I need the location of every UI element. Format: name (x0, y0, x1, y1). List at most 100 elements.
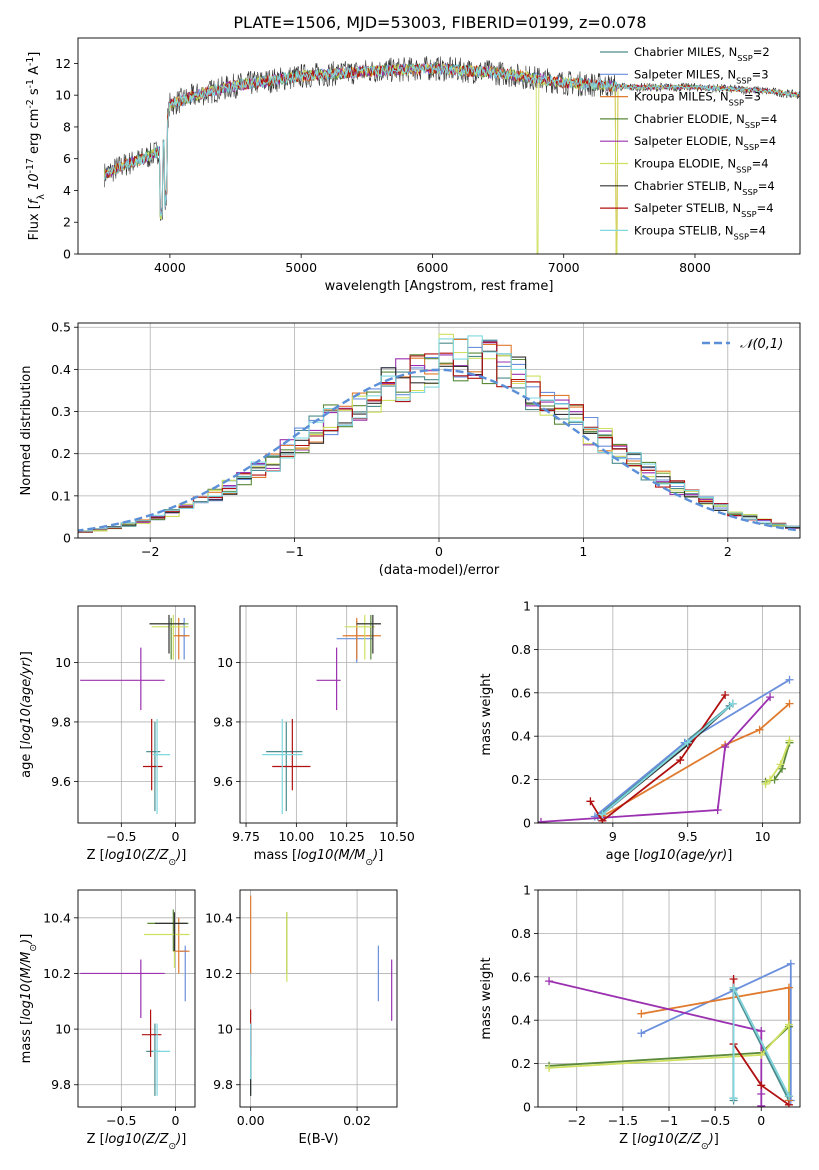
weight-point-5 (761, 779, 770, 788)
y-tick-label: 0.6 (511, 969, 531, 984)
legend-label: Chabrier ELODIE, NSSP=4 (634, 112, 777, 130)
y-tick-label: 0 (63, 247, 71, 262)
x-axis-label: mass [log10(M/M⊙)] (254, 848, 384, 868)
weight-point-7 (676, 756, 685, 765)
weight-line-8 (601, 702, 734, 815)
axes-frame (537, 889, 801, 1108)
y-tick-label: 0.6 (511, 685, 531, 700)
y-tick-label: 9.6 (51, 774, 71, 789)
y-tick-label: 0 (523, 1100, 531, 1115)
weight-point-7 (757, 1081, 766, 1090)
weight-point-7 (721, 690, 730, 699)
plot-area (545, 959, 795, 1107)
weight-point-7 (586, 797, 595, 806)
y-tick-label: 10 (55, 655, 71, 670)
panel-mass-vs-Z: −0.5 0 9.8 10 10.2 10.4 Z [log10(Z/Z⊙)] mass [l… (19, 889, 196, 1152)
x-tick-label: 10.25 (329, 829, 365, 844)
x-axis-label: age [log10(age/yr)] (606, 848, 733, 863)
weight-point-1 (637, 1029, 646, 1038)
weight-point-7 (729, 974, 738, 983)
weight-point-2 (784, 983, 793, 992)
y-tick-label: 9.8 (213, 714, 233, 729)
y-tick-label: 10.2 (205, 966, 233, 981)
weight-point-1 (785, 675, 794, 684)
x-tick-label: 10 (755, 829, 771, 844)
plot-area (262, 614, 381, 815)
weight-point-4 (757, 1101, 766, 1107)
weight-point-2 (785, 699, 794, 708)
legend-label: Kroupa ELODIE, NSSP=4 (634, 157, 769, 175)
x-tick-label: −2 (568, 1113, 586, 1128)
plot-area (250, 895, 393, 1096)
y-tick-label: 9.6 (213, 774, 233, 789)
panel-weight-vs-Z: −2 −1.5 −1 −0.5 0 0 0.2 0.4 0.6 0.8 1 Z [log10(Z/Z⊙… (479, 883, 801, 1152)
weight-point-8 (729, 983, 738, 992)
y-tick-label: 0.1 (51, 488, 71, 503)
panel-weight-vs-age: 9 9.5 10 0 0.2 0.4 0.6 0.8 1 age [log10(age/yr)] m… (479, 599, 801, 863)
legend-label: Chabrier STELIB, NSSP=4 (634, 179, 775, 197)
x-tick-label: 6000 (417, 260, 449, 275)
x-tick-label: 9 (609, 829, 617, 844)
weight-point-4 (757, 1089, 766, 1098)
weight-point-4 (545, 977, 554, 986)
weight-point-8 (683, 738, 692, 747)
x-axis-label: (data-model)/error (379, 563, 500, 578)
panel-mass-vs-ebv: 0.00 0.02 9.8 10 10.2 10.4 E(B-V) (205, 889, 398, 1147)
axes-frame (239, 889, 398, 1108)
x-tick-label: −1 (660, 1113, 678, 1128)
x-tick-label: −0.5 (700, 1113, 730, 1128)
plot-area (80, 614, 190, 815)
axes-frame (77, 37, 801, 255)
x-tick-label: 0 (172, 1113, 180, 1128)
x-tick-label: 10.50 (379, 829, 415, 844)
weight-line-7 (589, 694, 726, 823)
histogram-8 (78, 335, 800, 535)
y-tick-label: 4 (63, 183, 71, 198)
figure-title: PLATE=1506, MJD=53003, FIBERID=0199, z=0… (233, 13, 646, 32)
y-axis-label: mass weight (479, 673, 494, 755)
x-axis-label: Z [log10(Z/Z⊙)] (87, 848, 187, 868)
weight-point-8 (784, 1092, 793, 1101)
legend-label: Chabrier MILES, NSSP=2 (634, 45, 770, 63)
x-tick-label: 5000 (285, 260, 317, 275)
weight-point-5 (545, 1063, 554, 1072)
x-tick-label: 10.00 (278, 829, 314, 844)
y-tick-label: 0.2 (511, 1056, 531, 1071)
y-tick-label: 6 (63, 151, 71, 166)
y-axis-label: Flux [fλ 10-17 erg cm-2 s-1 A-1] (25, 52, 47, 241)
legend-label: Kroupa STELIB, NSSP=4 (634, 223, 766, 241)
x-tick-label: 7000 (548, 260, 580, 275)
weight-point-8 (729, 1094, 738, 1103)
y-tick-label: 0 (63, 531, 71, 546)
weight-point-3 (778, 764, 787, 773)
x-tick-label: 0.02 (343, 1113, 371, 1128)
axes-frame (77, 322, 801, 539)
weight-point-5 (785, 736, 794, 745)
panel-spectrum: 4000 5000 6000 7000 8000 0 2 4 6 8 10 12 wavelength … (25, 37, 801, 294)
x-tick-label: 8000 (679, 260, 711, 275)
weight-point-4 (766, 693, 775, 702)
weight-line-4 (548, 980, 763, 1106)
x-tick-label: 0.00 (237, 1113, 265, 1128)
plot-area (80, 909, 190, 1096)
y-tick-label: 10 (55, 88, 71, 103)
weight-point-1 (786, 959, 795, 968)
y-tick-label: 1 (523, 599, 531, 614)
weight-point-2 (755, 725, 764, 734)
axes-frame (77, 889, 196, 1108)
y-tick-label: 0.8 (511, 642, 531, 657)
y-tick-label: 10.2 (43, 966, 71, 981)
y-tick-label: 10.4 (43, 910, 71, 925)
y-axis-label: mass [log10(M/M⊙)] (19, 934, 39, 1064)
x-axis-label: Z [log10(Z/Z⊙)] (87, 1132, 187, 1152)
y-axis-label: mass weight (479, 957, 494, 1039)
axes-frame (77, 605, 196, 824)
y-tick-label: 2 (63, 215, 71, 230)
normal-reference-curve (78, 368, 800, 532)
x-tick-label: 1 (579, 544, 587, 559)
plot-area (538, 675, 794, 823)
x-axis-label: E(B-V) (298, 1132, 338, 1147)
x-tick-label: −0.5 (106, 1113, 136, 1128)
y-tick-label: 0.8 (511, 926, 531, 941)
